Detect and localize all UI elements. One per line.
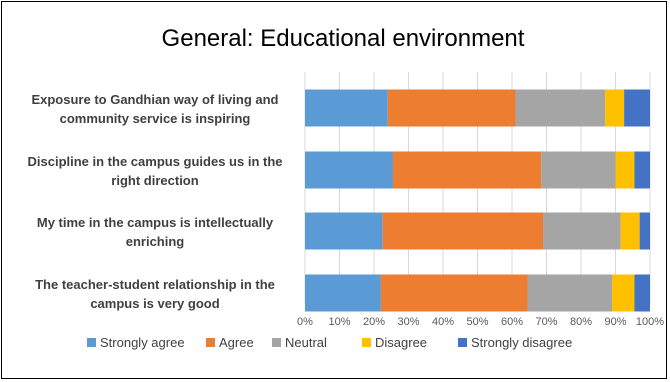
x-tick-label: 10% — [328, 316, 350, 328]
bar-strongly-agree-4 — [305, 274, 381, 312]
legend-item-disagree: Disagree — [362, 335, 427, 350]
x-tick-label: 80% — [570, 316, 592, 328]
chart-title: General: Educational environment — [162, 25, 525, 52]
legend-item-neutral: Neutral — [272, 335, 327, 350]
x-tick-label: 90% — [604, 316, 626, 328]
bar-neutral-4 — [527, 274, 613, 312]
bar-disagree-1 — [605, 89, 625, 127]
category-label: My time in the campus is intellectually e… — [37, 215, 274, 249]
legend-item-strongly-agree: Strongly agree — [87, 335, 185, 350]
bar-neutral-2 — [541, 151, 616, 189]
legend-swatch — [206, 338, 215, 347]
bar-neutral-1 — [515, 89, 606, 127]
legend-swatch — [458, 338, 467, 347]
bars — [305, 89, 650, 312]
x-tick-label: 40% — [432, 316, 454, 328]
bar-disagree-4 — [612, 274, 635, 312]
bar-strongly-disagree-3 — [639, 212, 650, 250]
bar-strongly-agree-2 — [305, 151, 393, 189]
legend-label: Neutral — [285, 335, 327, 350]
x-tick-label: 100% — [636, 316, 664, 328]
bar-strongly-agree-1 — [305, 89, 388, 127]
legend-swatch — [362, 338, 371, 347]
bar-strongly-disagree-1 — [624, 89, 650, 127]
category-labels: Exposure to Gandhian way of living and co… — [28, 92, 283, 311]
bar-strongly-disagree-2 — [634, 151, 650, 189]
legend-label: Strongly disagree — [471, 335, 572, 350]
bar-disagree-2 — [615, 151, 635, 189]
x-tick-label: 60% — [501, 316, 523, 328]
x-axis-tick-labels: 0% 10% 20% 30% 40% 50% 60% 70% 80% 90% 100% — [297, 316, 664, 328]
bar-strongly-agree-3 — [305, 212, 383, 250]
bar-agree-1 — [387, 89, 516, 127]
legend-item-strongly-disagree: Strongly disagree — [458, 335, 572, 350]
legend-label: Disagree — [375, 335, 427, 350]
legend-swatch — [272, 338, 281, 347]
bar-agree-3 — [382, 212, 544, 250]
category-label: The teacher-student relationship in the c… — [35, 277, 275, 311]
x-tick-label: 0% — [297, 316, 313, 328]
bar-neutral-3 — [543, 212, 621, 250]
category-label: Discipline in the campus guides us in th… — [28, 154, 283, 188]
x-tick-label: 50% — [466, 316, 488, 328]
legend-item-agree: Agree — [206, 335, 254, 350]
x-tick-label: 20% — [363, 316, 385, 328]
legend-label: Strongly agree — [100, 335, 185, 350]
category-label: Exposure to Gandhian way of living and co… — [31, 92, 278, 126]
legend-swatch — [87, 338, 96, 347]
legend-label: Agree — [219, 335, 254, 350]
x-tick-label: 70% — [535, 316, 557, 328]
bar-agree-4 — [380, 274, 528, 312]
bar-agree-2 — [392, 151, 542, 189]
bar-disagree-3 — [620, 212, 640, 250]
legend: Strongly agree Agree Neutral Disagree Strong… — [87, 335, 572, 350]
x-tick-label: 30% — [397, 316, 419, 328]
bar-strongly-disagree-4 — [634, 274, 650, 312]
